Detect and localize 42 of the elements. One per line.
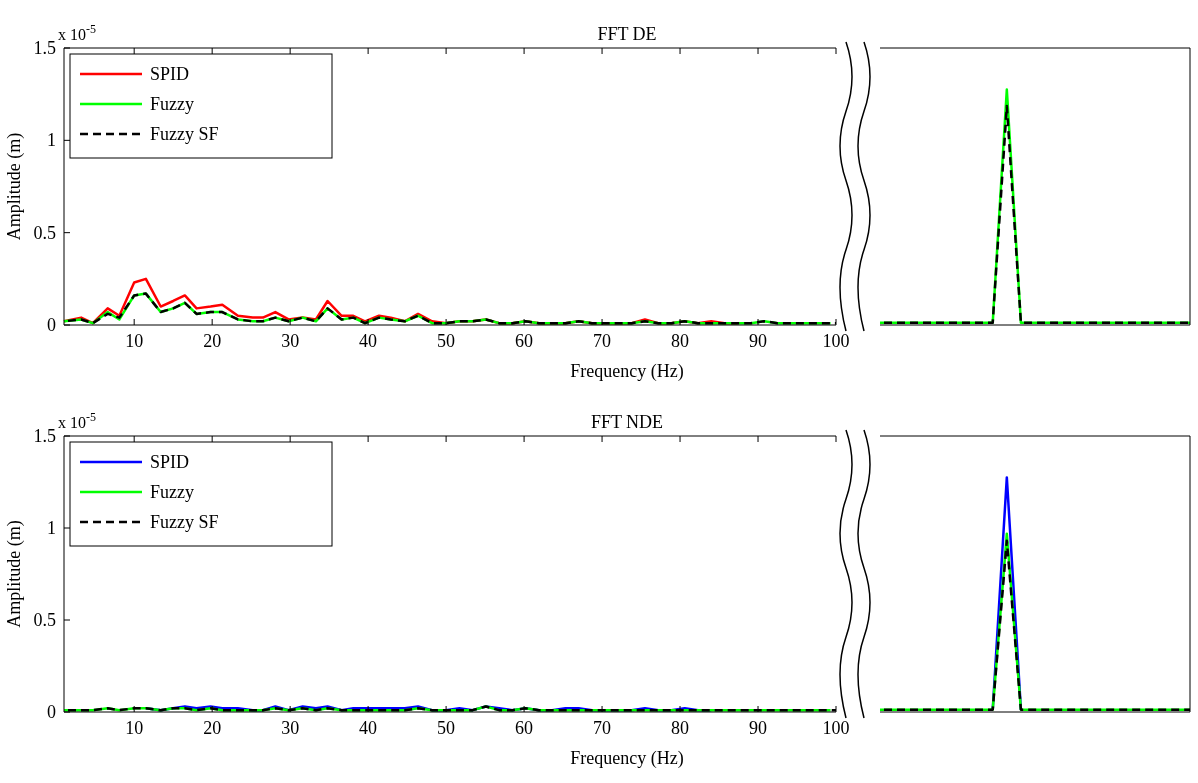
x-tick-label: 50 — [437, 718, 456, 738]
legend-label: Fuzzy SF — [150, 512, 219, 532]
y-tick-label: 1.5 — [33, 38, 56, 58]
y-tick-label: 1.5 — [33, 426, 56, 446]
y-tick-label: 0 — [47, 702, 56, 722]
legend-label: Fuzzy — [150, 482, 194, 502]
chart-title: FFT DE — [597, 24, 657, 44]
x-tick-label: 60 — [515, 718, 534, 738]
y-axis-title: Amplitude (m) — [4, 520, 25, 628]
x-tick-label: 60 — [515, 331, 534, 351]
y-tick-label: 1 — [47, 130, 56, 151]
x-tick-label: 50 — [437, 331, 456, 351]
chart-title: FFT NDE — [590, 412, 664, 432]
x-tick-label: 20 — [203, 331, 222, 351]
text: x 10$^{-5}$ — [58, 22, 96, 43]
legend-label: SPID — [150, 64, 190, 84]
y-tick-label: 0.5 — [33, 222, 56, 243]
x-tick-label: 100 — [822, 718, 850, 738]
y-tick-label: 0 — [47, 315, 56, 335]
x-tick-label: 10 — [125, 718, 144, 738]
text: x 10$^{-5}$ — [58, 410, 96, 431]
legend-label: Fuzzy SF — [150, 124, 219, 144]
x-tick-label: 70 — [593, 718, 612, 738]
y-tick-label: 1 — [47, 518, 56, 538]
y-axis-title: Amplitude (m) — [4, 132, 25, 241]
x-tick-label: 40 — [359, 331, 378, 351]
x-tick-label: 20 — [203, 718, 222, 738]
legend-label: Fuzzy — [150, 94, 194, 114]
x-tick-label: 80 — [671, 718, 690, 738]
x-tick-label: 100 — [822, 331, 850, 351]
x-axis-title: Frequency (Hz) — [570, 361, 684, 382]
x-tick-label: 90 — [749, 718, 768, 738]
y-tick-label: 0.5 — [33, 610, 56, 630]
x-tick-label: 90 — [749, 331, 768, 351]
x-tick-label: 40 — [359, 718, 378, 738]
x-axis-title: Frequency (Hz) — [570, 748, 684, 769]
x-tick-label: 70 — [593, 331, 612, 351]
x-tick-label: 80 — [671, 331, 690, 351]
x-tick-label: 10 — [125, 331, 144, 351]
x-tick-label: 30 — [281, 331, 300, 351]
legend-label: SPID — [150, 452, 190, 472]
x-tick-label: 30 — [281, 718, 300, 738]
